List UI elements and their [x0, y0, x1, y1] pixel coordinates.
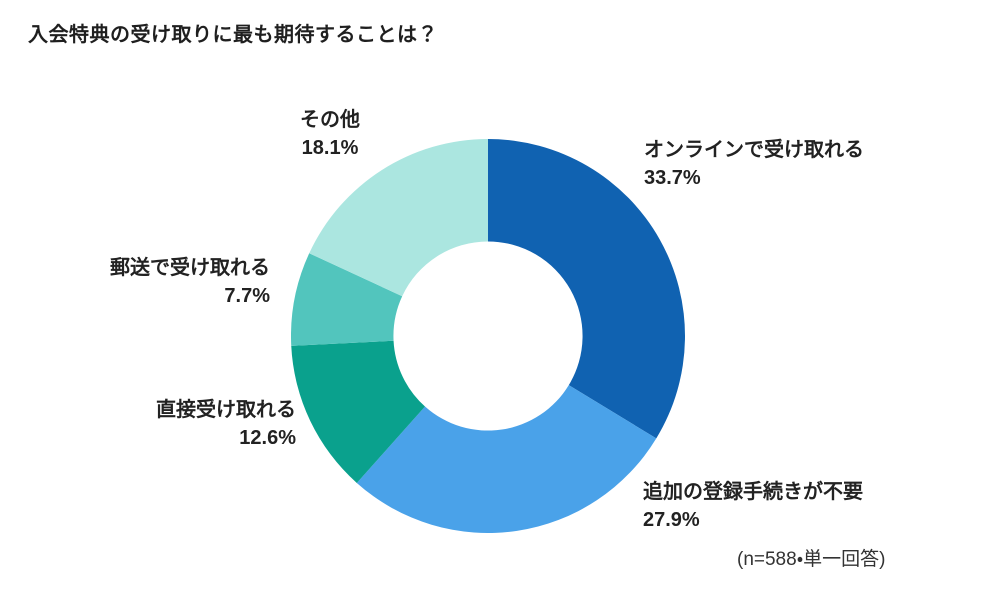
- slice-label-text: オンラインで受け取れる: [644, 139, 864, 161]
- sample-size-note: (n=588・単一回答): [737, 549, 886, 570]
- slice-value-text: 33.7%: [644, 167, 701, 190]
- donut-segment: [291, 253, 403, 346]
- slice-label-direct: 直接受け取れる 12.6%: [156, 396, 296, 453]
- slice-value-text: 7.7%: [224, 285, 270, 308]
- slice-value-text: 12.6%: [239, 427, 296, 450]
- slice-label-online: オンラインで受け取れる 33.7%: [644, 136, 864, 193]
- slice-label-text: その他: [300, 109, 360, 131]
- slice-label-mail: 郵送で受け取れる 7.7%: [110, 254, 270, 311]
- slice-value-text: 18.1%: [301, 137, 359, 160]
- donut-segment: [309, 139, 488, 297]
- donut-segment: [356, 385, 657, 533]
- chart-title: 入会特典の受け取りに最も期待することは？: [28, 24, 438, 46]
- donut-chart: [291, 139, 685, 533]
- donut-segment: [291, 340, 426, 483]
- slice-label-other: その他 18.1%: [240, 106, 420, 163]
- slice-label-text: 追加の登録手続きが不要: [643, 481, 863, 503]
- slice-label-text: 郵送で受け取れる: [110, 257, 270, 279]
- donut-segment: [488, 139, 685, 439]
- slice-label-noextra: 追加の登録手続きが不要 27.9%: [643, 478, 863, 535]
- slice-label-text: 直接受け取れる: [156, 399, 296, 421]
- slice-value-text: 27.9%: [643, 509, 700, 532]
